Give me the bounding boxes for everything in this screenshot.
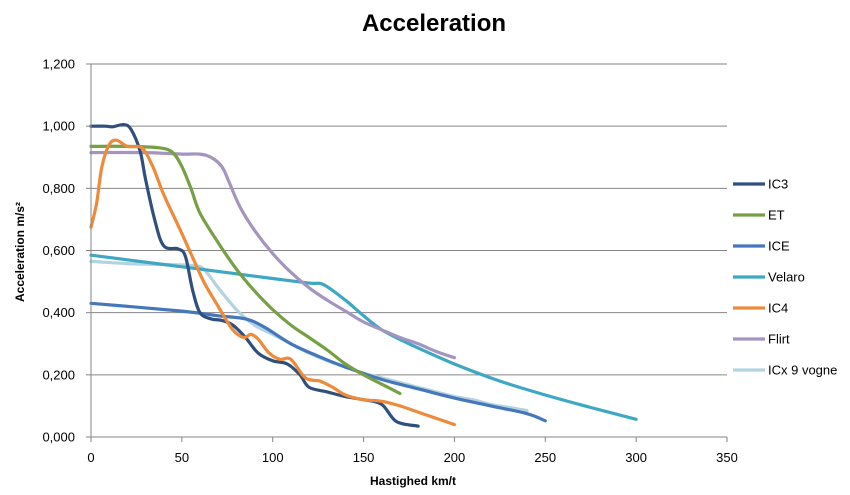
x-tick-label: 200 xyxy=(444,450,466,465)
y-tick-label: 0,800 xyxy=(42,181,75,196)
y-tick-label: 0,000 xyxy=(42,430,75,445)
legend-label-icx-9-vogne: ICx 9 vogne xyxy=(768,363,837,378)
series-line-ic3 xyxy=(89,122,420,428)
x-axis-title: Hastighed km/t xyxy=(370,474,456,488)
legend: IC3 ET ICE Velaro IC4 Flirt ICx 9 vogne xyxy=(733,177,837,378)
series-line-ice xyxy=(89,301,547,423)
x-tick-label: 100 xyxy=(262,450,284,465)
x-tick-label: 300 xyxy=(625,450,647,465)
legend-label-ice: ICE xyxy=(768,239,790,254)
y-tick-label: 0,600 xyxy=(42,243,75,258)
legend-label-flirt: Flirt xyxy=(768,332,790,347)
legend-label-ic4: IC4 xyxy=(768,301,788,316)
legend-label-velaro: Velaro xyxy=(768,270,805,285)
legend-label-ic3: IC3 xyxy=(768,177,788,192)
series-line-et xyxy=(89,144,402,396)
chart-title: Acceleration xyxy=(362,10,506,37)
x-tick-label: 250 xyxy=(534,450,556,465)
series-line-flirt xyxy=(89,150,456,360)
y-axis-title: Acceleration m/s² xyxy=(13,202,27,302)
plot-series xyxy=(89,122,638,428)
x-axis-tick-labels: 0 50 100 150 200 250 300 350 xyxy=(87,450,737,465)
gridlines xyxy=(91,63,727,376)
y-tick-label: 1,000 xyxy=(42,119,75,134)
y-axis-tick-labels: 0,000 0,200 0,400 0,600 0,800 1,000 1,200 xyxy=(42,57,75,445)
legend-label-et: ET xyxy=(768,208,785,223)
y-tick-label: 0,400 xyxy=(42,305,75,320)
x-tick-label: 350 xyxy=(716,450,738,465)
series-line-velaro xyxy=(89,253,638,421)
y-tick-label: 1,200 xyxy=(42,57,75,72)
axes xyxy=(86,63,728,442)
x-tick-label: 0 xyxy=(87,450,94,465)
x-tick-label: 150 xyxy=(353,450,375,465)
x-tick-label: 50 xyxy=(175,450,189,465)
series-line-ic4 xyxy=(89,138,456,427)
y-tick-label: 0,200 xyxy=(42,367,75,382)
